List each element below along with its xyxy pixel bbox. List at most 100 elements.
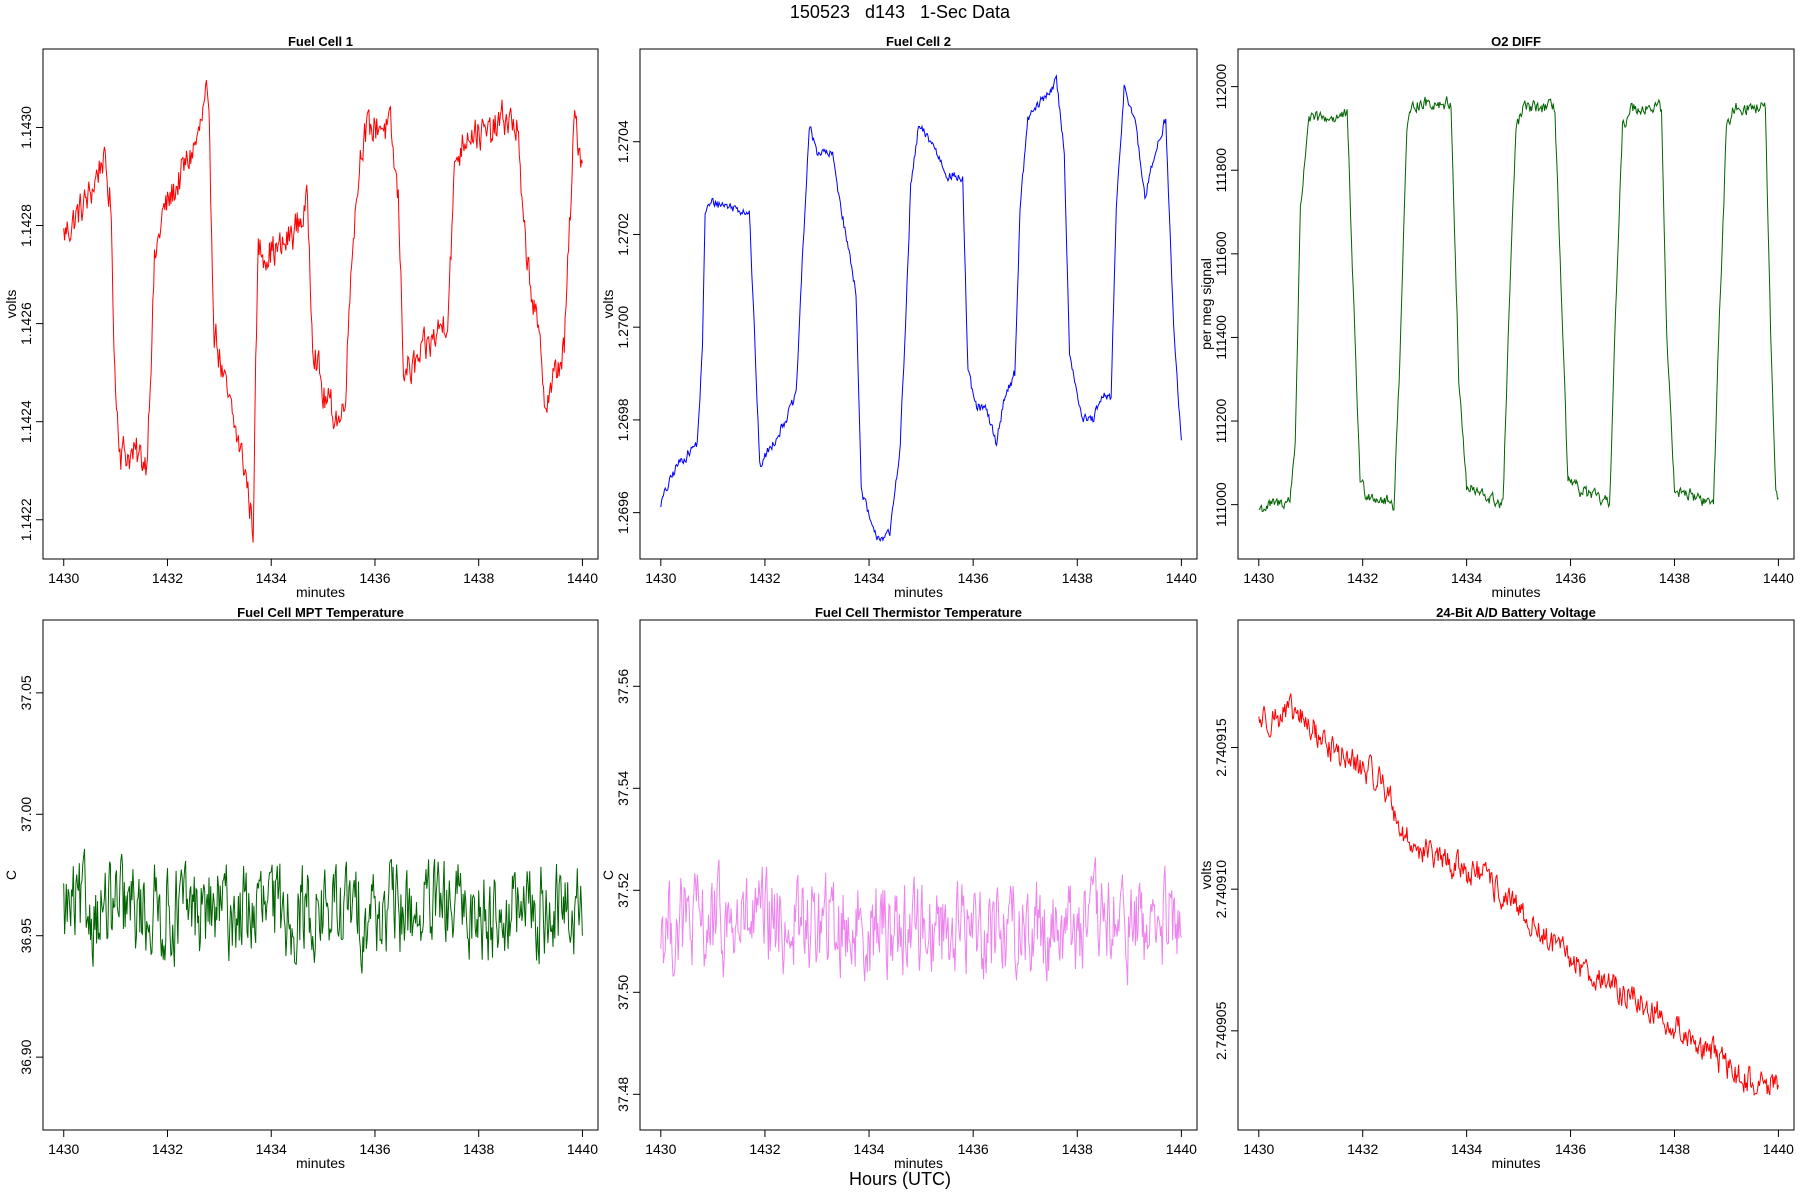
x-axis-label: minutes: [296, 584, 345, 600]
y-tick-label: 1.2696: [615, 491, 631, 534]
y-tick-label: 37.54: [615, 771, 631, 806]
y-axis-label: C: [3, 870, 19, 880]
x-tick-label: 1440: [1166, 570, 1197, 586]
y-axis-label: C: [600, 870, 616, 880]
x-axis-label: minutes: [894, 1155, 943, 1171]
y-tick-label: 37.48: [615, 1077, 631, 1112]
x-tick-label: 1436: [359, 570, 390, 586]
plot-frame: [42, 48, 599, 560]
x-axis-label: minutes: [1491, 1155, 1540, 1171]
x-tick-label: 1430: [645, 570, 676, 586]
x-tick-label: 1438: [1659, 1141, 1690, 1157]
x-tick-label: 1430: [48, 570, 79, 586]
y-tick-label: 36.95: [18, 918, 34, 953]
x-tick-label: 1434: [853, 570, 884, 586]
y-tick-label: 111400: [1213, 315, 1229, 360]
y-tick-label: 1.2704: [615, 120, 631, 163]
series-line: [1258, 96, 1779, 513]
y-tick-label: 111200: [1213, 399, 1229, 444]
series-line: [660, 74, 1182, 542]
x-tick-label: 1436: [958, 1141, 989, 1157]
x-tick-label: 1434: [1451, 1141, 1482, 1157]
y-tick-label: 112000: [1213, 64, 1229, 110]
panel-5: Fuel Cell Thermistor Temperature 1430 1432…: [600, 605, 1198, 1171]
y-axis-label: volts: [600, 290, 616, 319]
x-tick-label: 1438: [1659, 570, 1690, 586]
y-tick-label: 37.52: [615, 873, 631, 908]
x-tick-label: 1436: [1555, 1141, 1586, 1157]
plot-frame: [42, 619, 599, 1131]
x-tick-label: 1440: [1763, 570, 1794, 586]
plot-frame: [1237, 48, 1795, 560]
x-tick-label: 1430: [1243, 1141, 1274, 1157]
x-tick-label: 1432: [1347, 1141, 1378, 1157]
y-tick-label: 2.740905: [1213, 1001, 1229, 1060]
x-tick-label: 1432: [1347, 570, 1378, 586]
y-tick-label: 37.05: [18, 675, 34, 710]
y-tick-label: 2.740910: [1213, 860, 1229, 919]
x-tick-label: 1430: [1243, 570, 1274, 586]
panel-6: 24-Bit A/D Battery Voltage 1430 1432 1434 14…: [1198, 605, 1795, 1171]
x-tick-label: 1432: [749, 570, 780, 586]
series-line: [63, 848, 583, 974]
x-tick-label: 1434: [1451, 570, 1482, 586]
x-axis-label: minutes: [894, 584, 943, 600]
x-axis-label: minutes: [1491, 584, 1540, 600]
x-tick-label: 1432: [152, 570, 183, 586]
global-x-axis-label: Hours (UTC): [849, 1169, 951, 1189]
x-tick-label: 1438: [1062, 1141, 1093, 1157]
y-tick-label: 111600: [1213, 231, 1229, 276]
y-tick-label: 36.90: [18, 1039, 34, 1074]
panel-4: Fuel Cell MPT Temperature 1430 1432 1434 143…: [3, 605, 599, 1171]
series-line: [1258, 693, 1779, 1096]
x-tick-label: 1434: [256, 1141, 287, 1157]
y-tick-label: 37.56: [615, 669, 631, 704]
y-tick-label: 2.740915: [1213, 718, 1229, 777]
panel-1: Fuel Cell 1 1430 1432 1434 1436 1438 1440 minut…: [3, 34, 599, 600]
panel-title: 24-Bit A/D Battery Voltage: [1436, 605, 1596, 620]
x-tick-label: 1440: [1166, 1141, 1197, 1157]
series-line: [660, 857, 1182, 986]
y-tick-label: 1.1422: [18, 498, 34, 541]
panel-title: Fuel Cell MPT Temperature: [237, 605, 404, 620]
y-tick-label: 1.1428: [18, 204, 34, 247]
plot-frame: [639, 48, 1198, 560]
y-tick-label: 1.2702: [615, 213, 631, 256]
x-tick-label: 1438: [463, 1141, 494, 1157]
x-tick-label: 1436: [1555, 570, 1586, 586]
panel-title: O2 DIFF: [1491, 34, 1541, 49]
x-tick-label: 1430: [48, 1141, 79, 1157]
x-tick-label: 1430: [645, 1141, 676, 1157]
y-tick-label: 1.2698: [615, 398, 631, 441]
panel-title: Fuel Cell 2: [886, 34, 951, 49]
x-tick-label: 1440: [567, 570, 598, 586]
y-tick-label: 1.1424: [18, 400, 34, 443]
x-tick-label: 1440: [1763, 1141, 1794, 1157]
x-tick-label: 1436: [359, 1141, 390, 1157]
figure-title: 150523 d143 1-Sec Data: [789, 2, 1011, 22]
x-tick-label: 1440: [567, 1141, 598, 1157]
y-tick-label: 1.2700: [615, 306, 631, 349]
panel-title: Fuel Cell 1: [288, 34, 353, 49]
y-tick-label: 111000: [1213, 482, 1229, 527]
y-tick-label: 37.00: [18, 797, 34, 832]
y-tick-label: 1.1426: [18, 302, 34, 345]
plot-frame: [1237, 619, 1795, 1131]
series-line: [63, 80, 583, 543]
y-tick-label: 111800: [1213, 148, 1229, 193]
panel-title: Fuel Cell Thermistor Temperature: [815, 605, 1022, 620]
x-tick-label: 1432: [152, 1141, 183, 1157]
y-axis-label: volts: [3, 290, 19, 319]
x-tick-label: 1436: [958, 570, 989, 586]
plot-frame: [639, 619, 1198, 1131]
y-axis-label: volts: [1198, 861, 1214, 890]
x-tick-label: 1438: [463, 570, 494, 586]
x-tick-label: 1434: [256, 570, 287, 586]
panel-2: Fuel Cell 2 1430 1432 1434 1436 1438 1440 minut…: [600, 34, 1198, 600]
x-tick-label: 1434: [853, 1141, 884, 1157]
y-tick-label: 37.50: [615, 975, 631, 1010]
x-tick-label: 1432: [749, 1141, 780, 1157]
x-tick-label: 1438: [1062, 570, 1093, 586]
y-axis-label: per meg signal: [1198, 258, 1214, 350]
